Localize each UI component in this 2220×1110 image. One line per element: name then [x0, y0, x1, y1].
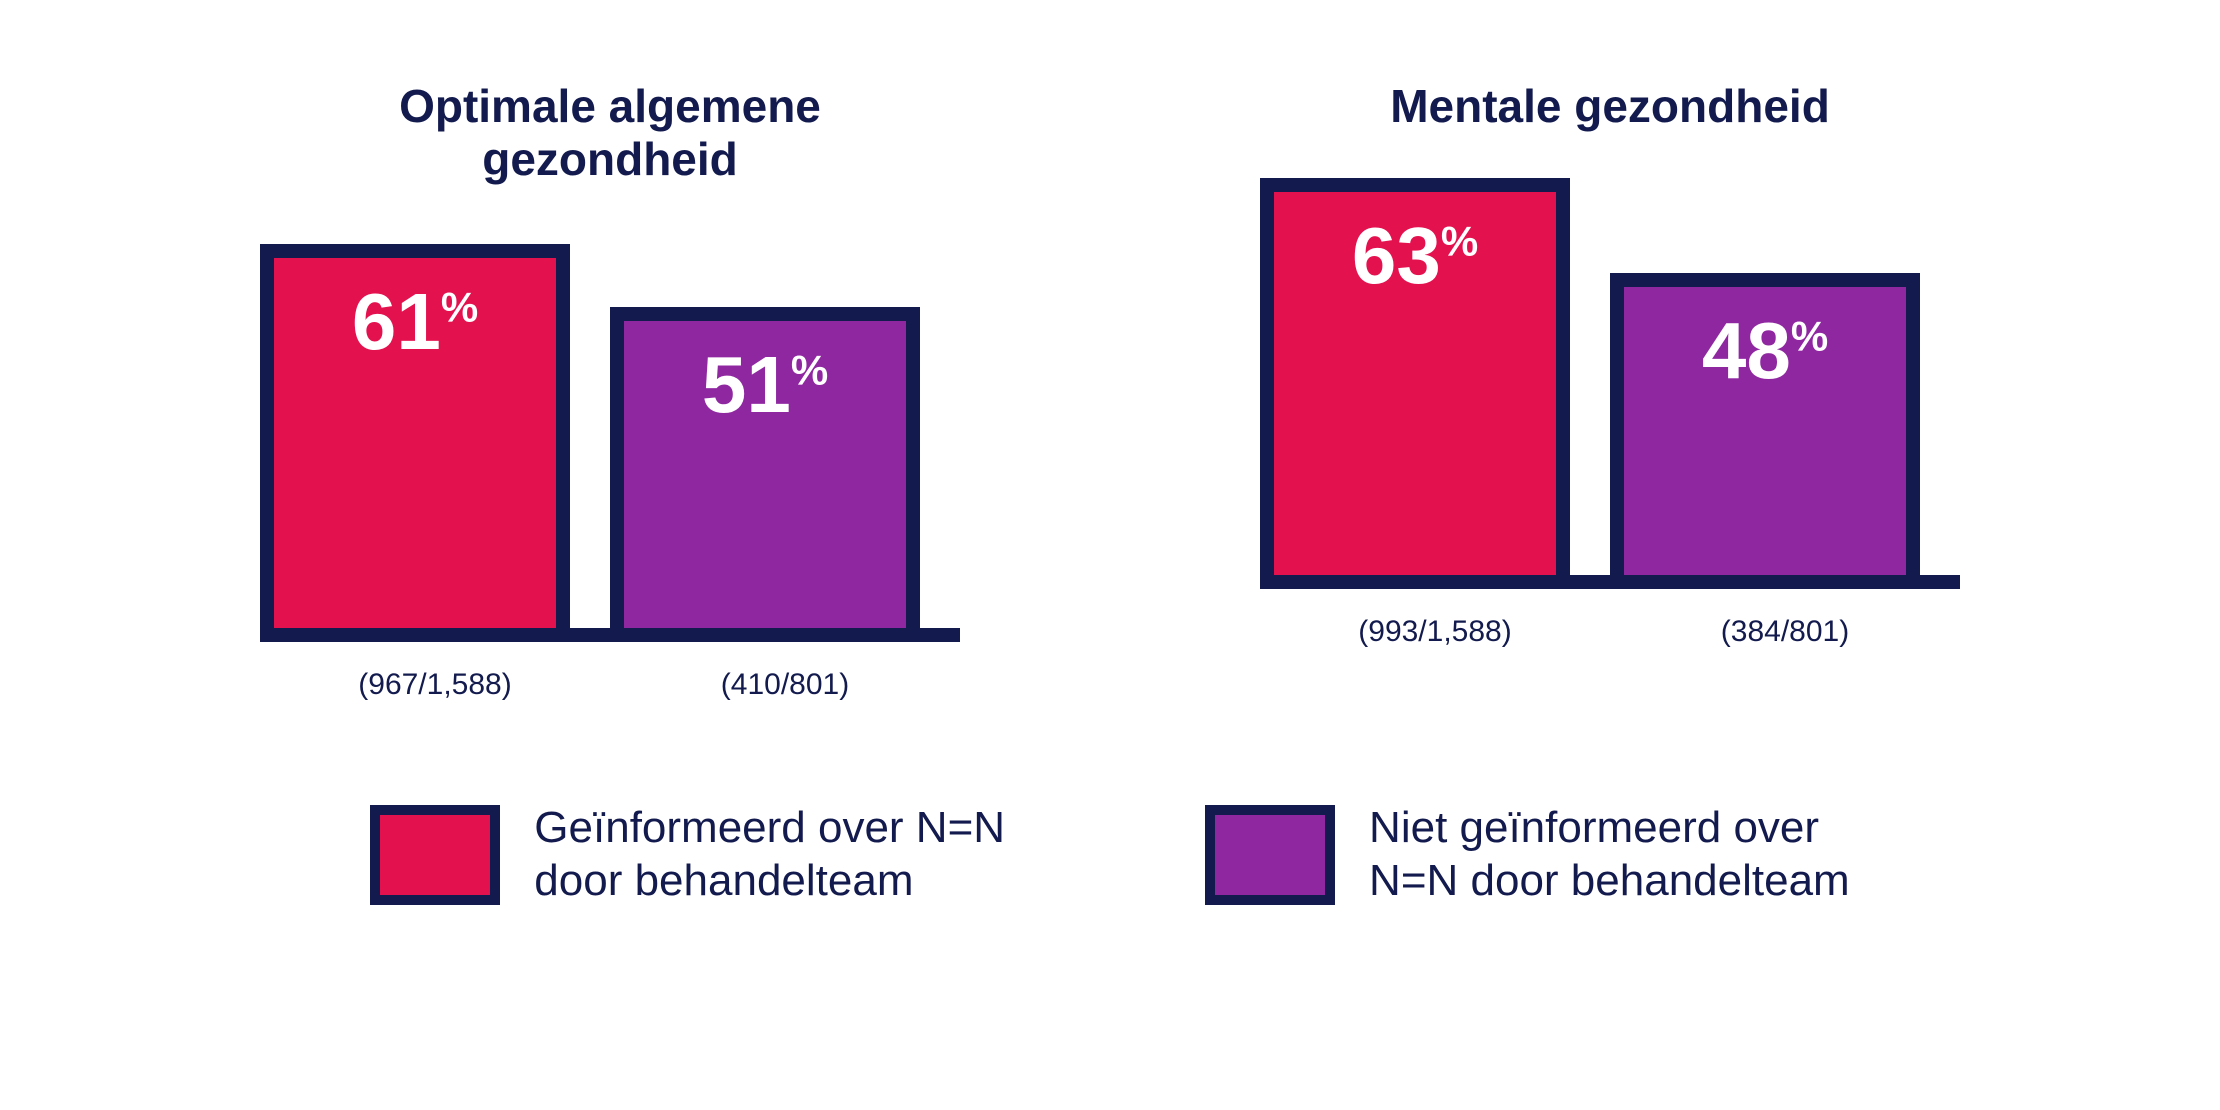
bar-value: 61%: [274, 276, 556, 368]
bar-slot: 48%: [1610, 273, 1920, 575]
bar-value: 63%: [1274, 210, 1556, 302]
percent-sign: %: [1791, 312, 1828, 359]
bar-count: (410/801): [610, 668, 960, 702]
bar: 61%: [260, 244, 570, 628]
bar: 51%: [610, 307, 920, 628]
legend-swatch: [1205, 805, 1335, 905]
chart-title: Optimale algemenegezondheid: [260, 80, 960, 186]
bars-area: 63%48%: [1260, 159, 1960, 589]
bar-value-number: 61: [352, 277, 441, 366]
counts-row: (993/1,588)(384/801): [1260, 615, 1960, 649]
legend-text: Niet geïnformeerd overN=N door behandelt…: [1369, 802, 1850, 908]
percent-sign: %: [441, 283, 478, 330]
bar-value-number: 63: [1352, 211, 1441, 300]
bar-value: 48%: [1624, 305, 1906, 397]
bar-slot: 51%: [610, 307, 920, 628]
bar-slot: 61%: [260, 244, 570, 628]
bar-value: 51%: [624, 339, 906, 431]
legend-row: Geïnformeerd over N=Ndoor behandelteam Ni…: [0, 802, 2220, 908]
legend-text: Geïnformeerd over N=Ndoor behandelteam: [534, 802, 1005, 908]
bar-count: (967/1,588): [260, 668, 610, 702]
bar-value-number: 48: [1702, 306, 1791, 395]
counts-row: (967/1,588)(410/801): [260, 668, 960, 702]
percent-sign: %: [791, 346, 828, 393]
bar-count: (384/801): [1610, 615, 1960, 649]
legend-swatch: [370, 805, 500, 905]
chart-group-0: Optimale algemenegezondheid61%51%(967/1,…: [260, 80, 960, 702]
legend-item: Niet geïnformeerd overN=N door behandelt…: [1205, 802, 1850, 908]
charts-row: Optimale algemenegezondheid61%51%(967/1,…: [0, 0, 2220, 702]
chart-title: Mentale gezondheid: [1260, 80, 1960, 133]
bar: 48%: [1610, 273, 1920, 575]
bar-slot: 63%: [1260, 178, 1570, 575]
bar: 63%: [1260, 178, 1570, 575]
legend-item: Geïnformeerd over N=Ndoor behandelteam: [370, 802, 1005, 908]
bars-area: 61%51%: [260, 212, 960, 642]
bar-value-number: 51: [702, 340, 791, 429]
chart-group-1: Mentale gezondheid63%48%(993/1,588)(384/…: [1260, 80, 1960, 702]
bar-count: (993/1,588): [1260, 615, 1610, 649]
percent-sign: %: [1441, 217, 1478, 264]
